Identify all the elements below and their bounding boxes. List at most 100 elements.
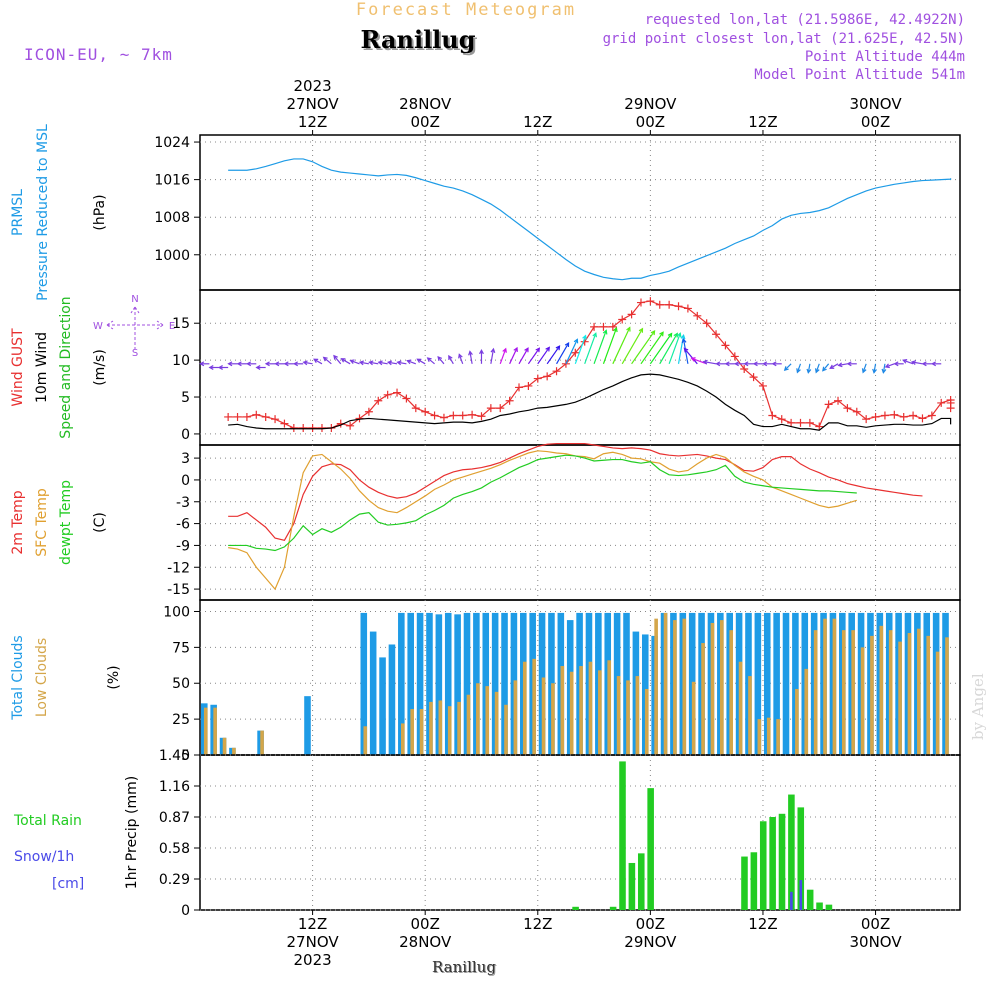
low-cloud-bar — [682, 618, 687, 755]
low-cloud-bar — [607, 660, 612, 755]
panel-title: Speed and Direction — [58, 296, 74, 438]
top-time-label: 00Z — [861, 113, 890, 131]
low-cloud-bar — [851, 630, 855, 755]
total-cloud-bar — [388, 644, 396, 755]
y-tick-label: 0.87 — [159, 810, 190, 826]
wind-arrow-head — [292, 361, 299, 367]
wind-arrow — [556, 342, 570, 365]
wind-arrow-head — [322, 356, 328, 362]
total-cloud-bar — [454, 614, 461, 755]
gust-marker — [393, 388, 402, 397]
y-tick-label: 0 — [181, 427, 190, 443]
y-tick-label: 0 — [181, 903, 190, 919]
wind-arrow — [407, 360, 417, 365]
wind-arrow-head — [893, 361, 899, 367]
panel-wind: 0 5 10 15 Wind GUST 10m Wind Speed and Directi… — [10, 289, 961, 446]
wind-arrow — [341, 358, 351, 365]
y-tick-label: -6 — [176, 517, 190, 533]
gust-marker — [505, 396, 514, 405]
low-cloud-bar — [748, 676, 752, 755]
gust-marker — [674, 302, 683, 311]
wind-arrow — [417, 358, 426, 365]
gust-marker — [552, 367, 561, 376]
wind-arrow-head — [426, 357, 432, 362]
total-cloud-bar — [482, 612, 490, 755]
gust-marker — [383, 390, 392, 399]
low-cloud-bar — [419, 709, 424, 755]
low-cloud-bar — [363, 726, 368, 755]
y-tick-label: 75 — [172, 640, 190, 656]
wind-arrow-head — [829, 364, 835, 369]
top-time-label: 12Z — [298, 113, 327, 131]
wind-arrow — [584, 333, 597, 365]
wind-arrow-head — [806, 368, 812, 374]
total-cloud-bar — [398, 612, 405, 755]
wind-arrow-head — [199, 361, 205, 367]
low-cloud-bar — [438, 700, 443, 755]
gust-marker — [693, 311, 702, 320]
bottom-time-label: 29NOV — [624, 933, 677, 951]
series-wind-gust — [228, 300, 952, 429]
wind-arrow-head — [702, 359, 708, 365]
gust-marker — [618, 315, 627, 324]
low-cloud-bar — [663, 612, 668, 755]
gust-marker — [364, 407, 373, 416]
gust-marker — [740, 364, 749, 373]
wind-arrow-head — [555, 345, 561, 351]
low-cloud-bar — [598, 670, 602, 755]
low-cloud-bar — [673, 620, 677, 755]
gust-marker — [496, 404, 505, 413]
gust-marker — [843, 404, 852, 413]
gust-marker — [561, 359, 570, 368]
low-cloud-bar — [513, 680, 518, 755]
gust-marker — [271, 415, 280, 424]
low-cloud-bar — [804, 668, 809, 755]
wind-arrow — [359, 361, 369, 365]
gust-marker — [636, 298, 645, 307]
panel-title: Wind GUST — [10, 328, 26, 407]
gust-marker — [308, 424, 317, 433]
bottom-time-label: 12Z — [298, 915, 327, 933]
low-cloud-bar — [691, 681, 696, 755]
bottom-time-label: 2023 — [293, 951, 331, 969]
y-tick-label: -12 — [167, 560, 190, 576]
wind-arrow — [537, 347, 550, 365]
wind-arrow-head — [715, 361, 721, 367]
wind-arrow — [437, 356, 445, 365]
y-tick-label: -9 — [176, 538, 190, 554]
wind-arrow-head — [602, 329, 608, 335]
wind-arrow-head — [659, 331, 664, 337]
panel-ylabel: (%) — [106, 665, 122, 689]
y-tick-label: 1000 — [154, 248, 190, 264]
wind-arrow — [703, 361, 717, 365]
low-cloud-bar — [569, 671, 574, 755]
wind-arrow-head — [564, 341, 570, 348]
y-tick-label: 0.58 — [159, 841, 190, 857]
y-tick-label: 15 — [172, 316, 190, 332]
panel-frame — [199, 754, 961, 911]
gust-marker — [749, 373, 758, 382]
wind-arrow — [862, 363, 867, 373]
low-cloud-bar — [776, 719, 780, 755]
wind-arrow-head — [673, 332, 678, 338]
wind-arrow — [448, 355, 454, 365]
low-cloud-bar — [644, 688, 649, 755]
low-cloud-bar — [935, 651, 940, 755]
wind-arrow-head — [437, 355, 443, 361]
low-cloud-bar — [795, 688, 799, 755]
gust-marker — [899, 412, 908, 421]
gust-marker — [421, 407, 430, 416]
total-cloud-bar — [369, 631, 377, 755]
wind-arrow-head — [733, 361, 739, 367]
low-cloud-bar — [888, 630, 893, 755]
total-cloud-bar — [754, 612, 762, 755]
gust-marker — [242, 412, 251, 421]
wind-arrow-head — [524, 347, 529, 353]
wind-arrow — [397, 361, 407, 365]
low-cloud-bar — [485, 686, 490, 755]
wind-arrow — [458, 354, 464, 365]
low-cloud-bar — [823, 618, 827, 755]
y-tick-label: 3 — [181, 451, 190, 467]
wind-arrow-head — [490, 347, 496, 354]
